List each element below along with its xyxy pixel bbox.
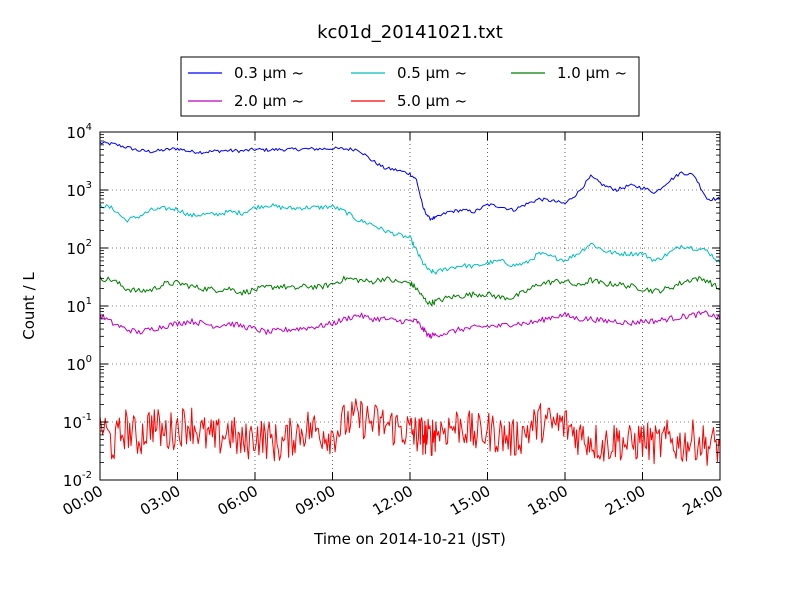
series-line-2	[99, 203, 721, 275]
x-tick-label: 24:00	[680, 482, 726, 519]
grid-lines	[100, 132, 720, 480]
y-axis: 10-2 10-1 100 101 102 103 104	[63, 122, 720, 490]
chart-title: kc01d_20141021.txt	[317, 22, 503, 43]
y-axis-label: Count / L	[20, 272, 38, 340]
legend-label-5: 5.0 μm ~	[397, 92, 467, 110]
x-tick-label: 18:00	[525, 482, 571, 519]
legend-label-4: 2.0 μm ~	[234, 92, 304, 110]
x-tick-label: 09:00	[292, 482, 338, 519]
legend-label-1: 0.3 μm ~	[234, 64, 304, 82]
legend-label-3: 1.0 μm ~	[557, 64, 627, 82]
y-tick-label: 104	[67, 122, 92, 142]
x-tick-label: 12:00	[370, 482, 416, 519]
x-tick-label: 06:00	[215, 482, 261, 519]
legend: 0.3 μm ~ 0.5 μm ~ 1.0 μm ~ 2.0 μm ~ 5.0 μm ~	[180, 56, 640, 117]
x-tick-label: 03:00	[137, 482, 183, 519]
y-tick-label: 103	[67, 180, 92, 200]
series-line-1	[99, 141, 721, 221]
x-axis-label: Time on 2014-10-21 (JST)	[313, 530, 506, 548]
series-line-4	[99, 310, 721, 339]
legend-box	[180, 56, 640, 117]
x-tick-label: 15:00	[447, 482, 493, 519]
x-tick-label: 21:00	[602, 482, 648, 519]
y-tick-label: 10-2	[63, 470, 92, 490]
legend-label-2: 0.5 μm ~	[397, 64, 467, 82]
series-line-3	[99, 275, 721, 307]
y-tick-label: 100	[67, 354, 92, 374]
series-line-5	[99, 398, 721, 466]
plot-series	[99, 141, 721, 466]
y-tick-label: 102	[67, 238, 92, 258]
y-tick-label: 10-1	[63, 412, 92, 432]
y-tick-label: 101	[67, 296, 92, 316]
